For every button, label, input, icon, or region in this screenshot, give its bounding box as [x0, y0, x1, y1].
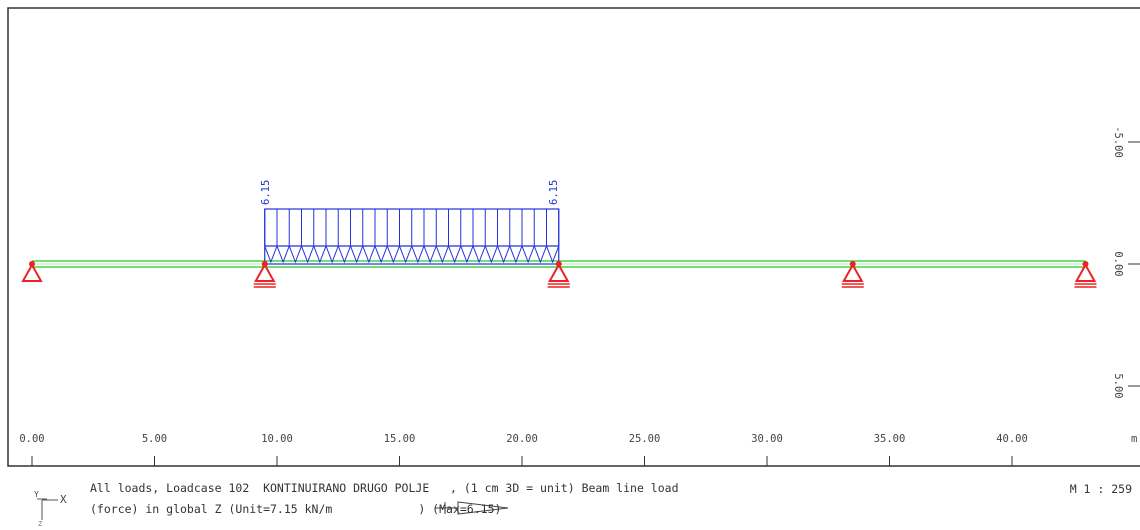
- x-axis-tick-label: 30.00: [751, 433, 783, 445]
- caption-line-2: (force) in global Z (Unit=7.15 kN/m ) (Ma…: [90, 502, 501, 516]
- z-axis-tick-label: 5.00: [1112, 373, 1124, 398]
- load-arrow-head: [398, 245, 413, 264]
- load-arrow-head: [472, 245, 486, 264]
- axis-x-label: X: [60, 493, 67, 506]
- support-triangle: [21, 262, 43, 282]
- support-triangle: [1074, 262, 1097, 282]
- load-arrow-head: [460, 245, 474, 264]
- z-axis: -5.00 0.00 5.00: [1112, 126, 1140, 399]
- roller-support: [1074, 261, 1097, 288]
- z-axis-tick-label: -5.00: [1112, 126, 1124, 158]
- load-value-label-end: 6.15: [548, 180, 560, 205]
- support-node: [1082, 261, 1089, 267]
- load-arrow-head: [313, 245, 327, 264]
- roller-support: [547, 261, 570, 288]
- axis-y-label: Y: [34, 490, 39, 499]
- roller-support: [253, 261, 276, 288]
- caption-line-2-suffix: ) (Max=6.15): [418, 502, 502, 516]
- caption-line-1: All loads, Loadcase 102 KONTINUIRANO DRU…: [90, 481, 679, 495]
- load-arrow-head: [533, 245, 548, 264]
- support-node: [29, 261, 35, 267]
- load-arrow-head: [447, 245, 462, 264]
- x-axis-tick-label: 20.00: [506, 433, 538, 445]
- load-arrow-head: [264, 245, 278, 264]
- x-axis-tick-label: 15.00: [384, 433, 416, 445]
- load-arrow-head: [349, 245, 364, 264]
- load-arrow-head: [496, 245, 511, 264]
- load-arrow-head: [288, 245, 303, 264]
- x-axis-tick-label: 35.00: [874, 433, 906, 445]
- x-axis-tick-label: 40.00: [996, 433, 1028, 445]
- support-triangle: [842, 262, 864, 282]
- load-arrow-head: [521, 245, 535, 264]
- load-arrow-head: [374, 245, 388, 264]
- z-axis-tick-label: 0.00: [1112, 251, 1124, 276]
- supports: [21, 261, 1097, 288]
- support-node: [849, 261, 856, 267]
- distributed-load: 6.15 6.15: [260, 180, 560, 265]
- load-arrow-head: [386, 245, 401, 264]
- load-arrow-head: [484, 245, 499, 264]
- x-axis-tick-label: 10.00: [261, 433, 293, 445]
- x-axis-unit-label: m: [1131, 433, 1137, 445]
- load-arrow-head: [411, 245, 425, 264]
- load-arrow-symbol: [435, 501, 509, 515]
- load-arrow-head: [337, 245, 352, 264]
- scale-label: M 1 : 259: [1069, 482, 1132, 496]
- support-node: [555, 261, 562, 267]
- load-arrow-head: [509, 245, 523, 264]
- load-arrow-head: [435, 245, 450, 264]
- axis-orientation-icon: X Y Z: [34, 490, 67, 528]
- x-axis: 0.00 5.00 10.00 15.00 20.00 25.00 30.00 35.00 40…: [19, 433, 1137, 466]
- load-value-label-start: 6.15: [260, 180, 272, 205]
- x-axis-tick-label: 25.00: [629, 433, 661, 445]
- x-axis-tick-label: 0.00: [19, 433, 44, 445]
- load-arrow-head: [276, 245, 290, 264]
- load-arrow-head: [300, 245, 315, 264]
- roller-support: [841, 261, 864, 288]
- support-node: [261, 261, 268, 267]
- load-arrow-head: [545, 245, 560, 264]
- load-arrow-head: [362, 245, 376, 264]
- axis-z-label: Z: [38, 520, 42, 526]
- viewport-frame: [7, 7, 1140, 467]
- fixed-support: [21, 261, 43, 282]
- load-arrow-head: [423, 245, 437, 264]
- support-triangle: [254, 262, 276, 282]
- caption-line-2-prefix: (force) in global Z (Unit=7.15 kN/m: [90, 502, 333, 516]
- x-axis-tick-label: 5.00: [142, 433, 167, 445]
- load-arrow-head: [325, 245, 339, 264]
- support-triangle: [548, 262, 570, 282]
